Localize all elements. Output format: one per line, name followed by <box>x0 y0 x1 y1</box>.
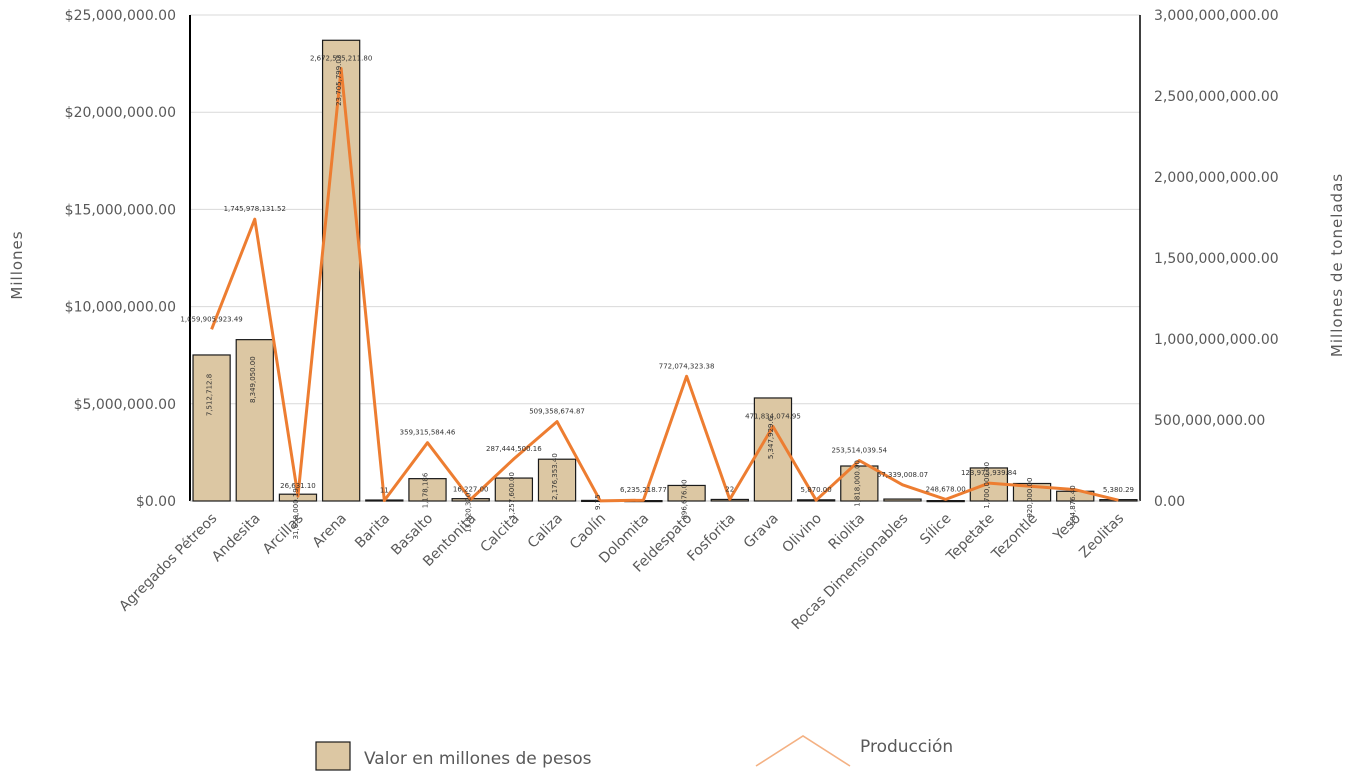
category-label: Barita <box>352 511 393 552</box>
category-label: Arena <box>310 511 350 551</box>
bar <box>321 39 361 502</box>
data-labels: 7,512,712.8 8,349,050.00 31,650,000.19 23,7… <box>180 54 1134 539</box>
bar-data-label: 1,178,186 <box>422 472 430 508</box>
line-data-label: 1,059,905,923.49 <box>180 315 242 323</box>
bar <box>1056 490 1095 502</box>
category-label: Grava <box>741 511 782 552</box>
left-axis-ticks: $0.00 $5,000,000.00 $10,000,000.00 $15,000,… <box>65 8 176 510</box>
bar <box>192 354 231 502</box>
y-tick-label: $10,000,000.00 <box>65 300 176 316</box>
category-label: Zeolitas <box>1076 511 1127 562</box>
y2-tick-label: 2,500,000,000.00 <box>1154 89 1279 105</box>
y-tick-label: $15,000,000.00 <box>65 202 176 218</box>
line-data-label: 1,745,978,131.52 <box>224 205 286 213</box>
line-data-label: 16,227.00 <box>453 485 489 493</box>
right-axis-title: Millones de toneladas <box>1328 173 1346 357</box>
y2-tick-label: 1,000,000,000.00 <box>1154 332 1279 348</box>
bar-data-label: 9.75 <box>594 494 602 510</box>
line-data-label: 6,235,218.77 <box>620 486 667 494</box>
bar-data-label: 5,347,929.6 <box>767 416 775 459</box>
legend-line-swatch <box>755 735 851 767</box>
y-tick-label: $0.00 <box>136 494 176 510</box>
y2-tick-label: 1,500,000,000.00 <box>1154 251 1279 267</box>
y-tick-label: $25,000,000.00 <box>65 8 176 24</box>
line-data-label: 26,631.10 <box>280 482 316 490</box>
category-label: Yeso <box>1050 511 1084 545</box>
y2-tick-label: 0.00 <box>1154 494 1185 510</box>
line-data-label: 253,514,039.54 <box>831 447 887 455</box>
bar-data-label: 1,700,000.00 <box>983 462 991 509</box>
bar <box>883 498 922 502</box>
bar-data-label: 8,349,050.00 <box>249 356 257 403</box>
line-data-label: 22 <box>725 485 734 493</box>
category-label: Calcita <box>478 511 523 556</box>
bar-data-label: 1,257,600.00 <box>508 472 516 519</box>
bar-data-label: 2,176,353.40 <box>551 453 559 500</box>
line-data-label: 123,975,939.84 <box>961 469 1017 477</box>
line-data-label: 57,339,008.07 <box>877 471 928 479</box>
bar-data-label: 7,512,712.8 <box>206 374 214 416</box>
legend-bar-label: Valor en millones de pesos <box>364 749 592 769</box>
bar-data-label: 896,676.00 <box>681 479 689 519</box>
bar <box>235 339 274 502</box>
category-label: Caliza <box>525 511 566 552</box>
line-data-label: 2,672,555,211.80 <box>310 54 372 62</box>
category-label: Riolita <box>826 511 868 553</box>
line-data-label: 359,315,584.46 <box>400 429 456 437</box>
line-data-label: 471,834,074.95 <box>745 412 801 420</box>
line-data-label: 5,380.29 <box>1103 486 1134 494</box>
bar-data-label: 504,876.40 <box>1069 485 1077 525</box>
line-data-label: 11 <box>380 487 389 495</box>
category-label: Sílice <box>917 511 954 548</box>
category-label: Fosforita <box>684 511 738 565</box>
y2-tick-label: 2,000,000,000.00 <box>1154 170 1279 186</box>
line-data-label: 509,358,674.87 <box>529 408 585 416</box>
line-series <box>210 66 1119 503</box>
right-axis-ticks: 0.00 500,000,000.00 1,000,000,000.00 1,500,… <box>1154 8 1279 510</box>
left-axis-title: Millones <box>8 230 26 299</box>
legend: Valor en millones de pesos Producción <box>315 735 953 771</box>
legend-bar-swatch <box>315 741 351 771</box>
category-label: Caolín <box>567 511 609 553</box>
line-data-label: 287,444,500.16 <box>486 445 542 453</box>
bar-data-label: 23,705,799.03 <box>335 55 343 106</box>
y2-tick-label: 500,000,000.00 <box>1154 413 1265 429</box>
bar-data-label: 920,000.00 <box>1026 478 1034 518</box>
category-label: Agregados Pétreos <box>116 511 220 615</box>
y2-tick-label: 3,000,000,000.00 <box>1154 8 1279 24</box>
line-data-label: 5,870.00 <box>801 486 832 494</box>
bar-data-label: 1,818,000.00 <box>853 460 861 507</box>
bar <box>667 484 706 502</box>
legend-line-label: Producción <box>860 737 953 757</box>
category-label: Tezontle <box>988 511 1041 564</box>
bar <box>408 478 447 502</box>
bar-data-label: 13,820,320 <box>465 493 473 533</box>
line-data-label: 248,678.00 <box>926 485 966 493</box>
bar <box>494 477 534 502</box>
line-data-label: 772,074,323.38 <box>659 362 715 370</box>
y-tick-label: $20,000,000.00 <box>65 105 176 121</box>
bar-series <box>192 39 1138 503</box>
production-line <box>210 66 1119 503</box>
category-label: Olivino <box>779 511 825 557</box>
bar-data-label: 31,650,000.19 <box>292 488 300 539</box>
y-tick-label: $5,000,000.00 <box>74 397 176 413</box>
bar <box>537 458 577 502</box>
